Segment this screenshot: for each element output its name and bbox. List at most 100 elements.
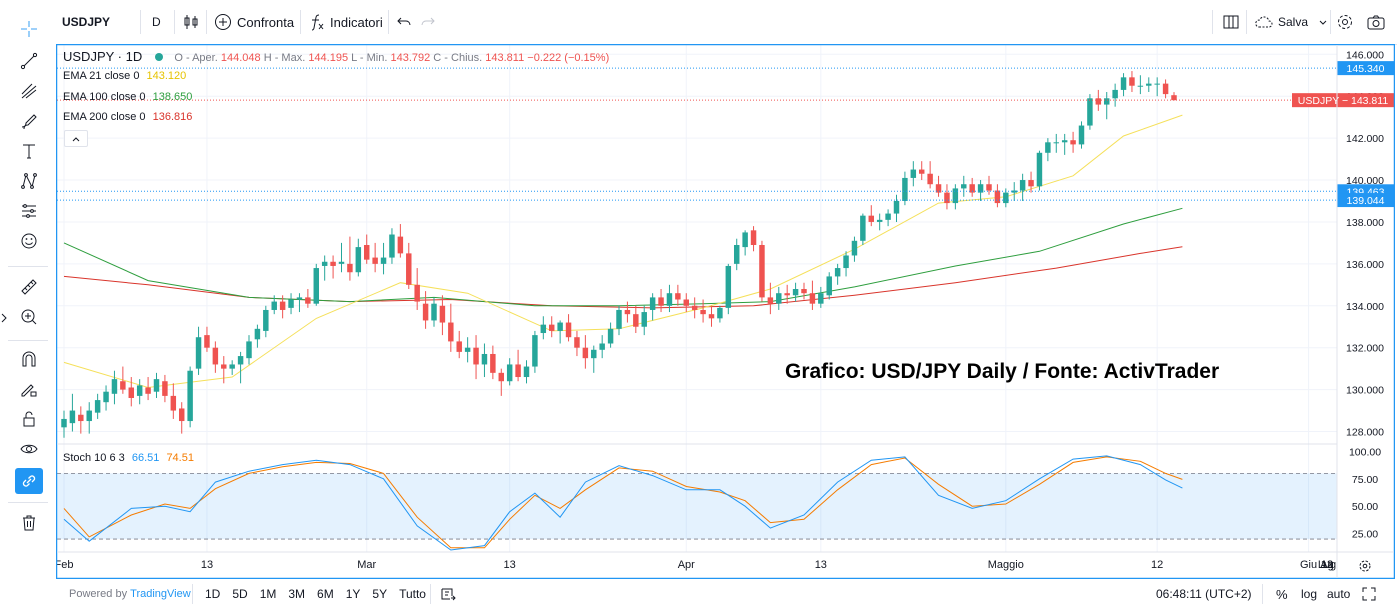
range-button-6m[interactable]: 6M [317, 587, 334, 601]
candle[interactable] [439, 295, 446, 336]
candle[interactable] [515, 349, 521, 382]
stoch-legend[interactable]: Stoch 10 6 3 66.51 74.51 [63, 452, 194, 464]
candle[interactable] [431, 297, 437, 327]
chart-type-button[interactable] [182, 0, 200, 44]
candle[interactable] [120, 366, 126, 394]
candle[interactable] [540, 316, 547, 340]
candle[interactable] [591, 345, 597, 373]
candle[interactable] [111, 370, 118, 405]
candle[interactable] [1053, 133, 1060, 153]
lock-drawings-tool[interactable] [15, 406, 43, 432]
stay-drawing-tool[interactable] [15, 376, 43, 402]
candle[interactable] [944, 184, 950, 210]
layout-button[interactable] [1222, 0, 1240, 44]
range-button-3m[interactable]: 3M [288, 587, 306, 601]
candle[interactable] [658, 289, 664, 313]
candle[interactable] [221, 356, 227, 384]
brand-link[interactable]: TradingView [130, 588, 191, 600]
candle[interactable] [1028, 171, 1034, 193]
candle[interactable] [1120, 73, 1127, 97]
candle[interactable] [666, 284, 673, 313]
candle[interactable] [506, 358, 513, 386]
symbol-search[interactable]: USDJPY [62, 0, 110, 44]
candle[interactable] [498, 368, 505, 396]
candle[interactable] [305, 289, 311, 308]
candle[interactable] [397, 224, 404, 258]
candle[interactable] [675, 284, 681, 306]
candle[interactable] [212, 341, 219, 373]
candle[interactable] [94, 393, 101, 419]
candle[interactable] [288, 293, 294, 315]
fullscreen-button[interactable] [1361, 580, 1377, 608]
candle[interactable] [246, 335, 252, 365]
legend-symbol[interactable]: USDJPY [63, 49, 115, 64]
candle[interactable] [296, 293, 303, 313]
candle[interactable] [464, 337, 471, 363]
candle[interactable] [742, 230, 748, 256]
candle[interactable] [918, 161, 925, 181]
candle[interactable] [700, 299, 706, 323]
candle[interactable] [170, 383, 177, 419]
candle[interactable] [355, 238, 362, 277]
candle[interactable] [582, 335, 589, 369]
range-button-1y[interactable]: 1Y [345, 587, 361, 601]
hide-drawings-tool[interactable] [15, 436, 43, 462]
candle[interactable] [1019, 173, 1026, 201]
candle[interactable] [961, 175, 967, 197]
candle[interactable] [532, 330, 538, 373]
candle[interactable] [271, 295, 277, 315]
candle[interactable] [599, 335, 605, 359]
candle[interactable] [229, 360, 235, 375]
candle[interactable] [1137, 75, 1144, 95]
redo-button[interactable] [420, 0, 436, 44]
candle[interactable] [641, 305, 647, 336]
candle[interactable] [767, 282, 774, 315]
candle[interactable] [347, 236, 353, 281]
candle[interactable] [910, 161, 917, 187]
log-toggle[interactable]: log [1301, 580, 1317, 608]
zoom-tool[interactable] [15, 304, 43, 330]
compare-button[interactable]: Confronta [214, 0, 294, 44]
candle[interactable] [237, 351, 244, 384]
last-price-tag[interactable]: USDJPY − 143.811 [1292, 93, 1394, 108]
candle[interactable] [136, 379, 143, 405]
candle[interactable] [633, 305, 639, 334]
candle[interactable] [876, 213, 883, 231]
candle[interactable] [1070, 131, 1076, 153]
candle[interactable] [363, 234, 370, 264]
candle[interactable] [792, 282, 799, 302]
candle[interactable] [481, 343, 488, 378]
candle[interactable] [717, 305, 723, 323]
candle[interactable] [860, 213, 866, 245]
candle[interactable] [1154, 77, 1160, 97]
candle[interactable] [607, 322, 614, 348]
candle[interactable] [61, 410, 67, 438]
candle[interactable] [750, 226, 757, 252]
candle[interactable] [851, 236, 858, 262]
hline-139-0-tag[interactable]: 139.044 [1337, 193, 1394, 208]
candle[interactable] [548, 316, 555, 338]
collapse-legend-button[interactable] [64, 130, 88, 147]
hline-145-tag[interactable]: 145.340 [1337, 61, 1394, 76]
timezone-button[interactable]: 06:48:11 (UTC+2) [1156, 580, 1252, 608]
candle[interactable] [1112, 83, 1118, 107]
candle[interactable] [969, 177, 975, 197]
candle[interactable] [818, 286, 824, 308]
candle[interactable] [263, 305, 269, 338]
candle[interactable] [254, 324, 261, 348]
range-button-1m[interactable]: 1M [259, 587, 277, 601]
candle[interactable] [902, 171, 908, 206]
candle[interactable] [330, 255, 336, 279]
percent-toggle[interactable]: % [1276, 580, 1288, 608]
magnet-tool[interactable] [15, 346, 43, 372]
candle[interactable] [574, 330, 580, 357]
expand-toolbar-arrow[interactable] [0, 308, 8, 328]
candle[interactable] [725, 263, 732, 315]
candle[interactable] [759, 240, 765, 302]
candle[interactable] [776, 286, 782, 310]
settings-button[interactable] [1336, 0, 1354, 44]
candle[interactable] [187, 366, 193, 428]
candle[interactable] [885, 209, 891, 227]
pattern-tool[interactable] [15, 168, 43, 194]
chart-svg[interactable]: 146.000144.000142.000140.000138.000136.0… [55, 43, 1396, 580]
